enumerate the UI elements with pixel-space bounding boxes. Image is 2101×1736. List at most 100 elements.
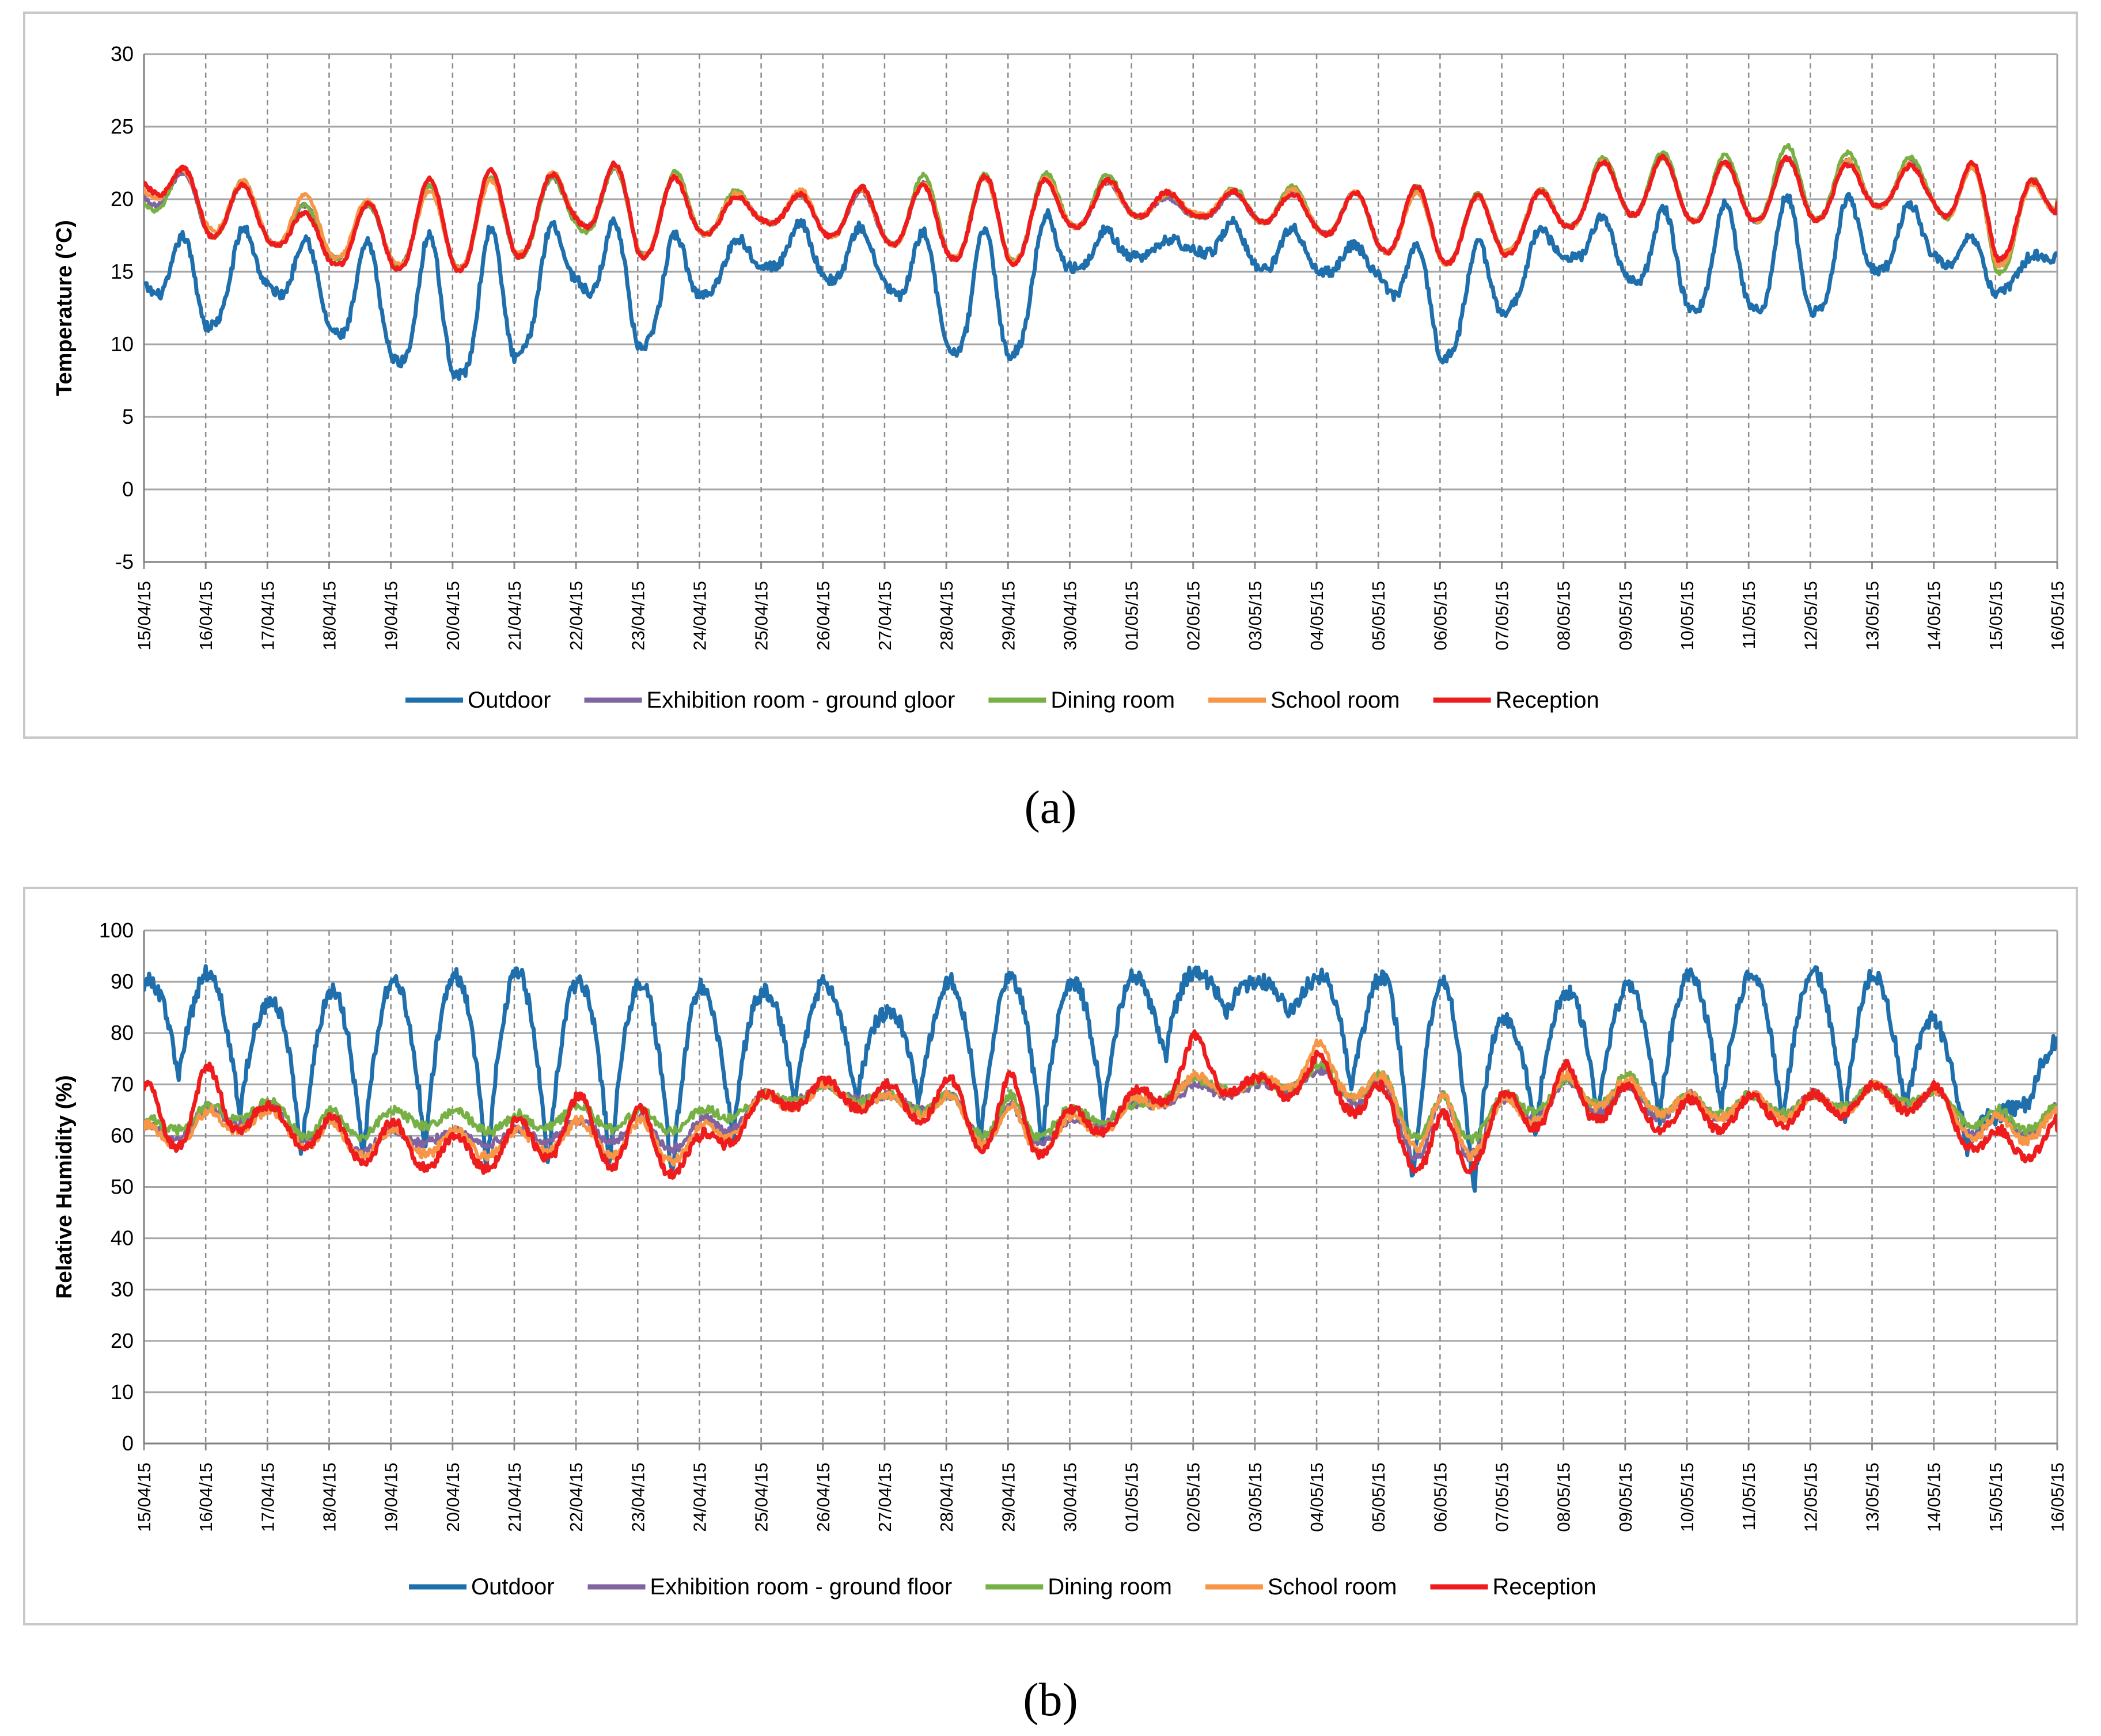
- x-tick-label: 03/05/15: [1245, 1463, 1265, 1532]
- x-tick-label: 16/04/15: [196, 1463, 216, 1532]
- y-tick-label: 100: [99, 918, 134, 942]
- series-line-outdoor: [144, 192, 2057, 381]
- x-tick-label: 21/04/15: [505, 581, 525, 651]
- x-tick-label: 07/05/15: [1492, 581, 1512, 651]
- caption-a: (a): [0, 780, 2101, 834]
- legend-item: Outdoor: [409, 1574, 555, 1600]
- x-tick-label: 13/05/15: [1863, 1463, 1883, 1532]
- x-tick-label: 18/04/15: [319, 1463, 339, 1532]
- y-tick-label: 50: [111, 1175, 134, 1199]
- humidity-chart-panel: 0 10 20 30 40 50 60 70 80 90 100 15/04/15 16/04/15 17…: [23, 887, 2078, 1625]
- legend-item: School room: [1208, 687, 1400, 713]
- x-tick-label: 04/05/15: [1307, 581, 1327, 651]
- x-tick-label: 20/04/15: [443, 581, 463, 651]
- legend-label: School room: [1271, 687, 1400, 713]
- y-tick-label: 5: [122, 405, 134, 428]
- x-tick-label: 05/05/15: [1368, 581, 1389, 651]
- x-tick-label: 13/05/15: [1863, 581, 1883, 651]
- x-tick-label: 14/05/15: [1924, 581, 1944, 651]
- y-tick-label: 15: [111, 260, 134, 283]
- x-tick-label: 07/05/15: [1492, 1463, 1512, 1532]
- legend-label: Exhibition room - ground gloor: [647, 687, 955, 713]
- series-line-dining-room: [144, 143, 2057, 276]
- y-tick-label: 70: [111, 1072, 134, 1096]
- legend-label: Dining room: [1050, 687, 1175, 713]
- series-group-a: [144, 143, 2057, 381]
- legend-label: Reception: [1492, 1574, 1596, 1600]
- plot-area-a: -5 0 5 10 15 20 25 30 15/04/15 16/04/15 17/04/15 18…: [111, 42, 2068, 651]
- x-tick-label: 25/04/15: [752, 1463, 772, 1532]
- x-tick-label: 18/04/15: [319, 581, 339, 651]
- legend-label: Outdoor: [468, 687, 551, 713]
- x-tick-label: 16/04/15: [196, 581, 216, 651]
- y-tick-label: 60: [111, 1123, 134, 1147]
- x-tick-label: 15/05/15: [1986, 581, 2006, 651]
- x-tick-label: 10/05/15: [1677, 1463, 1697, 1532]
- x-tick-label: 27/04/15: [875, 1463, 895, 1532]
- y-tick-label: 10: [111, 1380, 134, 1404]
- x-tick-label: 19/04/15: [381, 1463, 401, 1532]
- legend-item: Exhibition room - ground floor: [587, 1574, 953, 1600]
- legend-a: Outdoor Exhibition room - ground gloor Din…: [405, 687, 1599, 713]
- x-tick-label: 28/04/15: [936, 1463, 957, 1532]
- x-tick-label: 16/05/15: [2047, 581, 2068, 651]
- y-tick-label: 80: [111, 1021, 134, 1044]
- x-tick-label: 15/05/15: [1986, 1463, 2006, 1532]
- x-tick-label: 12/05/15: [1800, 1463, 1821, 1532]
- legend-item: Exhibition room - ground gloor: [584, 687, 955, 713]
- x-tick-label: 28/04/15: [936, 581, 957, 651]
- x-tick-label: 23/04/15: [628, 581, 648, 651]
- legend-item: Reception: [1433, 687, 1599, 713]
- x-tick-label: 20/04/15: [443, 1463, 463, 1532]
- series-line-outdoor: [144, 964, 2057, 1193]
- series-line-exhibition-room-ground-gloor: [144, 154, 2057, 272]
- x-tick-label: 09/05/15: [1615, 581, 1636, 651]
- x-tick-label: 15/04/15: [134, 1463, 154, 1532]
- legend-label: Exhibition room - ground floor: [650, 1574, 953, 1600]
- caption-a-text: (a): [1024, 781, 1077, 833]
- x-tick-label: 29/04/15: [998, 581, 1018, 651]
- x-tick-label: 11/05/15: [1739, 581, 1759, 649]
- x-tick-label: 14/05/15: [1924, 1463, 1944, 1532]
- y-tick-label: 90: [111, 970, 134, 993]
- temperature-chart-panel: -5 0 5 10 15 20 25 30 15/04/15 16/04/15 17/04/15 18…: [23, 12, 2078, 739]
- x-tick-label: 06/05/15: [1430, 1463, 1450, 1532]
- series-line-school-room: [144, 155, 2057, 271]
- legend-item: Reception: [1430, 1574, 1596, 1600]
- y-tick-label: 25: [111, 115, 134, 138]
- x-tick-label: 19/04/15: [381, 581, 401, 651]
- x-tick-label: 09/05/15: [1615, 1463, 1636, 1532]
- x-tick-label: 02/05/15: [1184, 1463, 1204, 1532]
- caption-b: (b): [0, 1673, 2101, 1727]
- y-tick-label: 40: [111, 1226, 134, 1250]
- y-tick-label: 20: [111, 1329, 134, 1353]
- legend-label: Dining room: [1048, 1574, 1172, 1600]
- x-tick-label: 10/05/15: [1677, 581, 1697, 651]
- y-tick-label: 0: [122, 1431, 134, 1455]
- x-tick-label: 29/04/15: [998, 1463, 1018, 1532]
- y-tick-label: 30: [111, 42, 134, 66]
- y-tick-label: 0: [122, 477, 134, 501]
- legend-item: Outdoor: [405, 687, 551, 713]
- legend-item: Dining room: [985, 1574, 1172, 1600]
- y-axis-title: Temperature (°C): [52, 220, 77, 396]
- x-tick-label: 26/04/15: [813, 581, 833, 651]
- x-tick-label: 08/05/15: [1554, 1463, 1574, 1532]
- legend-label: School room: [1268, 1574, 1397, 1600]
- legend-label: Outdoor: [471, 1574, 555, 1600]
- x-tick-label: 24/04/15: [689, 581, 710, 651]
- x-tick-label: 04/05/15: [1307, 1463, 1327, 1532]
- x-tick-label: 06/05/15: [1430, 581, 1450, 651]
- y-tick-label: 20: [111, 187, 134, 211]
- x-tick-label: 11/05/15: [1739, 1463, 1759, 1530]
- x-tick-label: 08/05/15: [1554, 581, 1574, 651]
- legend-label: Reception: [1496, 687, 1599, 713]
- x-tick-label: 17/04/15: [257, 1463, 278, 1532]
- series-line-reception: [144, 1029, 2057, 1180]
- legend-item: School room: [1205, 1574, 1397, 1600]
- x-tick-label: 03/05/15: [1245, 581, 1265, 651]
- y-tick-label: 10: [111, 332, 134, 356]
- y-tick-label: 30: [111, 1278, 134, 1301]
- x-tick-label: 27/04/15: [875, 581, 895, 651]
- x-tick-label: 01/05/15: [1122, 581, 1142, 651]
